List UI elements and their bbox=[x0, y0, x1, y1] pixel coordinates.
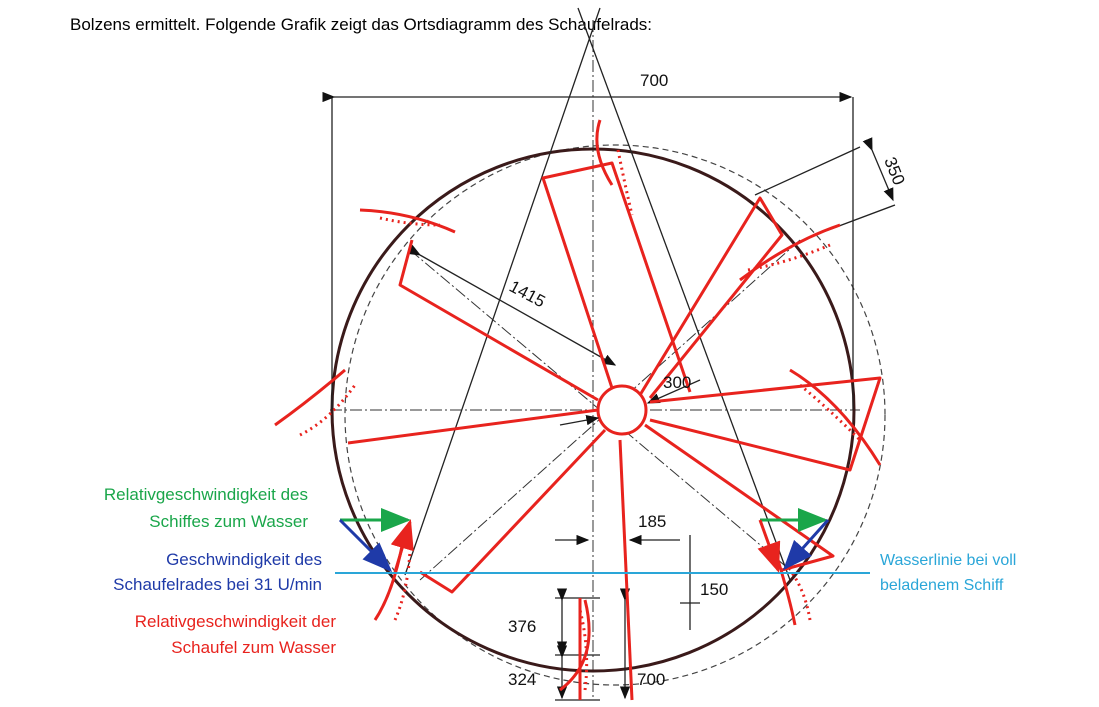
dimension: 700 bbox=[637, 670, 665, 689]
dimension: 150 bbox=[700, 580, 728, 599]
label: Schaufelrades bei 31 U/min bbox=[113, 575, 322, 594]
construction-lines bbox=[322, 7, 896, 701]
dimension: 700 bbox=[640, 71, 668, 90]
label: Wasserlinie bei voll bbox=[880, 552, 1016, 569]
label: beladenem Schiff bbox=[880, 577, 1004, 594]
velocity-arrows bbox=[338, 508, 830, 573]
dimension: 376 bbox=[508, 617, 536, 636]
label: Geschwindigkeit des bbox=[166, 550, 322, 569]
label: Schaufel zum Wasser bbox=[171, 638, 336, 657]
label: Schiffes zum Wasser bbox=[149, 512, 308, 531]
dashed-circle bbox=[344, 144, 886, 686]
dimension: 1415 bbox=[506, 277, 548, 312]
label: Relativgeschwindigkeit der bbox=[135, 612, 337, 631]
dimension: 324 bbox=[508, 670, 536, 689]
dimension: 185 bbox=[638, 512, 666, 531]
paddle-dots bbox=[299, 149, 862, 691]
dimension: 300 bbox=[663, 373, 691, 392]
dimension: 350 bbox=[880, 154, 908, 187]
caption: Bolzens ermittelt. Folgende Grafik zeigt… bbox=[70, 15, 652, 34]
label: Relativgeschwindigkeit des bbox=[104, 485, 308, 504]
hub bbox=[596, 384, 648, 436]
paddles bbox=[274, 119, 882, 701]
